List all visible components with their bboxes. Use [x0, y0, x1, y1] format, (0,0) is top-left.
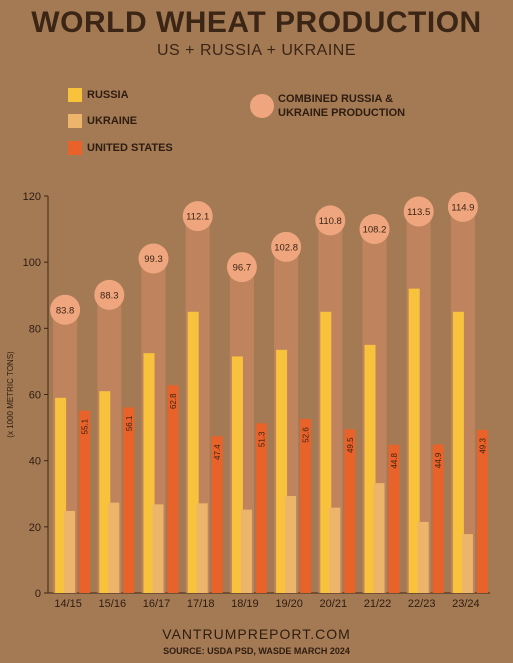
combined-value-label: 114.9 — [451, 202, 474, 213]
us-bar — [79, 410, 91, 593]
ukraine-bar — [196, 503, 208, 593]
combined-circle — [94, 279, 125, 310]
us-value-label: 56.1 — [125, 415, 134, 431]
legend-combined-circle — [250, 94, 274, 118]
y-tick-label: 0 — [35, 588, 41, 600]
y-tick-label: 40 — [29, 456, 41, 468]
combined-value-label: 83.8 — [56, 305, 75, 316]
legend-russia-swatch — [68, 88, 82, 102]
russia-bar — [408, 288, 420, 593]
combined-value-label: 88.3 — [100, 290, 119, 301]
legend-ukraine-swatch — [68, 114, 82, 128]
footer-url: VANTRUMPREPORT.COM — [162, 626, 351, 642]
combined-value-label: 108.2 — [363, 225, 387, 236]
legend-ukraine: UKRAINE — [68, 114, 137, 128]
footer-source: SOURCE: USDA PSD, WASDE MARCH 2024 — [163, 646, 350, 656]
us-value-label: 62.8 — [169, 393, 178, 409]
legend-us: UNITED STATES — [68, 141, 173, 155]
y-tick-label: 100 — [23, 257, 41, 269]
us-value-label: 51.3 — [257, 431, 266, 447]
russia-bar — [364, 344, 376, 593]
combined-circle — [403, 196, 434, 227]
us-bar — [388, 444, 400, 593]
combined-circle — [271, 231, 302, 262]
legend-ukraine-label: UKRAINE — [87, 115, 138, 127]
chart-subtitle: US + RUSSIA + UKRAINE — [156, 42, 356, 59]
x-tick-label: 21/22 — [364, 598, 392, 610]
ukraine-bar — [373, 483, 385, 593]
us-bar — [255, 423, 267, 593]
combined-value-label: 110.8 — [319, 216, 342, 227]
x-tick-label: 16/17 — [143, 598, 171, 610]
combined-value-label: 112.1 — [186, 212, 209, 223]
combined-value-label: 102.8 — [274, 242, 298, 253]
legend-russia: RUSSIA — [68, 88, 129, 102]
combined-circle — [226, 252, 257, 283]
us-value-label: 47.4 — [213, 444, 222, 460]
combined-value-label: 96.7 — [233, 263, 252, 274]
us-value-label: 49.5 — [346, 437, 355, 453]
russia-bar — [452, 311, 464, 593]
ukraine-bar — [285, 496, 297, 593]
legend-us-swatch — [68, 141, 82, 155]
y-tick-label: 60 — [29, 390, 41, 402]
chart-title: WORLD WHEAT PRODUCTION — [31, 6, 482, 39]
us-bar — [476, 429, 488, 593]
ukraine-bar — [240, 509, 252, 593]
x-tick-label: 17/18 — [187, 598, 215, 610]
russia-bar — [99, 391, 111, 593]
x-tick-label: 22/23 — [408, 598, 436, 610]
combined-value-label: 99.3 — [144, 254, 163, 265]
russia-bar — [143, 353, 155, 593]
russia-bar — [320, 311, 332, 593]
combined-circle — [182, 201, 213, 232]
us-value-label: 55.1 — [81, 418, 90, 434]
us-bar — [211, 436, 223, 593]
russia-bar — [187, 311, 199, 593]
x-tick-label: 18/19 — [231, 598, 259, 610]
x-tick-label: 20/21 — [320, 598, 348, 610]
us-value-label: 44.8 — [390, 452, 399, 468]
legend-combined-line-1: COMBINED RUSSIA & — [278, 93, 394, 105]
y-axis-label: (x 1000 METRIC TONS) — [6, 351, 15, 438]
y-tick-label: 80 — [29, 323, 41, 335]
combined-circle — [315, 205, 346, 236]
us-bar — [123, 407, 135, 593]
ukraine-bar — [417, 521, 429, 593]
ukraine-bar — [64, 510, 76, 593]
legend-combined-line-2: UKRAINE PRODUCTION — [278, 107, 406, 119]
x-tick-label: 14/15 — [54, 598, 82, 610]
us-value-label: 52.6 — [302, 427, 311, 443]
us-value-label: 44.9 — [434, 452, 443, 468]
us-bar — [300, 418, 312, 593]
ukraine-bar — [329, 507, 341, 593]
y-tick-label: 20 — [29, 522, 41, 534]
legend-combined: COMBINED RUSSIA & UKRAINE PRODUCTION — [250, 92, 405, 120]
x-tick-label: 19/20 — [275, 598, 303, 610]
russia-bar — [276, 349, 288, 593]
combined-circle — [447, 191, 478, 222]
ukraine-bar — [152, 504, 164, 593]
russia-bar — [55, 397, 67, 593]
legend-russia-label: RUSSIA — [87, 89, 129, 101]
y-tick-label: 120 — [23, 191, 41, 203]
ukraine-bar — [461, 534, 473, 593]
combined-circle — [50, 294, 81, 325]
legend-combined-label: COMBINED RUSSIA & UKRAINE PRODUCTION — [278, 92, 405, 120]
combined-circle — [359, 214, 390, 245]
combined-circle — [138, 243, 169, 274]
x-tick-label: 23/24 — [452, 598, 480, 610]
us-bar — [344, 429, 356, 593]
legend-us-label: UNITED STATES — [87, 142, 173, 154]
combined-value-label: 113.5 — [407, 207, 430, 218]
us-value-label: 49.3 — [478, 438, 487, 454]
russia-bar — [231, 356, 243, 593]
us-bar — [167, 385, 179, 593]
us-bar — [432, 444, 444, 593]
ukraine-bar — [108, 502, 120, 593]
x-tick-label: 15/16 — [99, 598, 127, 610]
